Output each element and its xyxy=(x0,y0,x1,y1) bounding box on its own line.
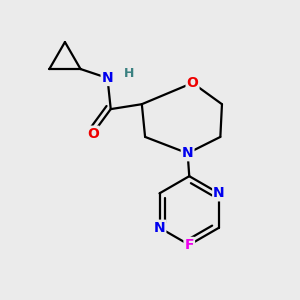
Text: N: N xyxy=(213,186,225,200)
Text: N: N xyxy=(102,71,113,85)
Text: O: O xyxy=(87,127,99,141)
Text: F: F xyxy=(184,238,194,252)
Text: O: O xyxy=(187,76,199,90)
Text: N: N xyxy=(154,221,165,235)
Text: N: N xyxy=(182,146,194,160)
Text: H: H xyxy=(124,67,134,80)
